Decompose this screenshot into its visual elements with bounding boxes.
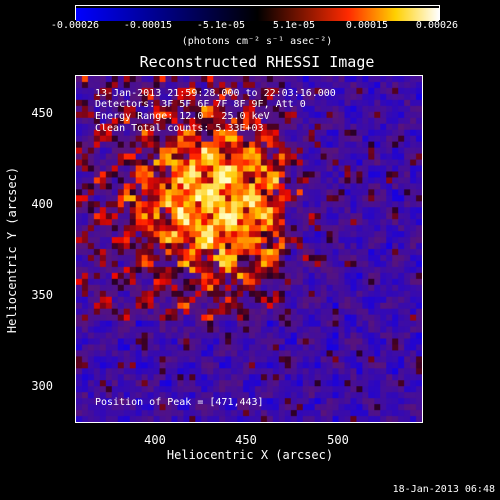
- x-tick-400: 400: [144, 433, 166, 447]
- y-axis-label: Heliocentric Y (arcsec): [5, 166, 19, 334]
- y-tick-450: 450: [31, 106, 53, 120]
- footer-date: 18-Jan-2013 06:48: [392, 484, 495, 495]
- plot-title: Reconstructed RHESSI Image: [139, 53, 375, 71]
- info-time-range: 13-Jan-2013 21:59:28.000 to 22:03:16.000: [95, 88, 336, 99]
- colorbar-tick-5: 0.00015: [345, 20, 389, 31]
- colorbar-tick-2: -0.00015: [123, 20, 173, 31]
- info-total-counts: Clean Total counts: 5.33E+03: [95, 123, 264, 134]
- info-detectors: Detectors: 3F 5F 6F 7F 8F 9F, Att 0: [95, 99, 306, 110]
- y-tick-350: 350: [31, 288, 53, 302]
- image-plot: [75, 75, 423, 423]
- colorbar: [75, 5, 440, 21]
- colorbar-tick-3: -5.1e-05: [196, 20, 246, 31]
- x-tick-450: 450: [235, 433, 257, 447]
- x-tick-500: 500: [327, 433, 349, 447]
- peak-position-text: Position of Peak = [471,443]: [95, 397, 264, 408]
- colorbar-gradient: [76, 8, 439, 21]
- rhessi-image-heatmap: [76, 76, 422, 422]
- y-tick-300: 300: [31, 379, 53, 393]
- info-energy-range: Energy Range: 12.0 - 25.0 keV: [95, 111, 270, 122]
- x-axis-label: Heliocentric X (arcsec): [166, 448, 334, 462]
- colorbar-tick-4: 5.1e-05: [272, 20, 316, 31]
- colorbar-tick-6: 0.00026: [415, 20, 459, 31]
- colorbar-units: (photons cm⁻² s⁻¹ asec⁻²): [181, 36, 333, 47]
- colorbar-tick-1: -0.00026: [50, 20, 100, 31]
- y-tick-400: 400: [31, 197, 53, 211]
